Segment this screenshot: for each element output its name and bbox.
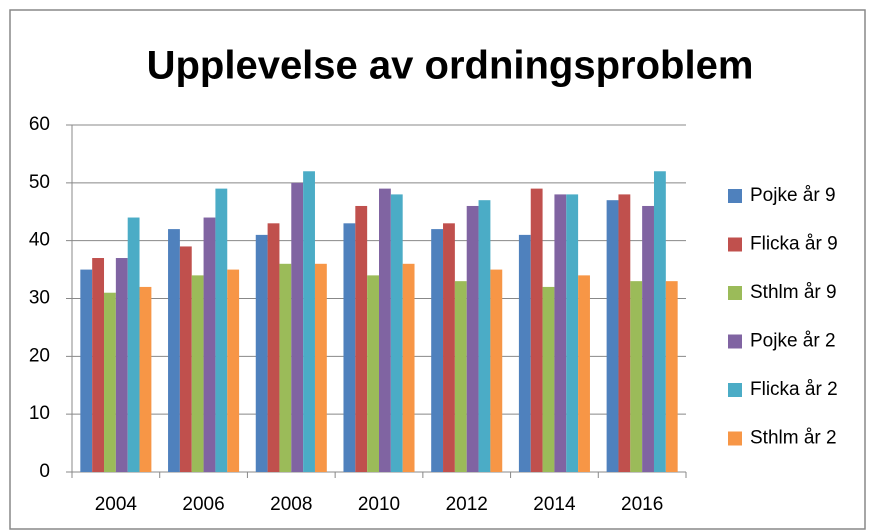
bar <box>466 205 479 472</box>
y-tick-label: 40 <box>29 230 50 251</box>
bar <box>215 188 228 472</box>
legend-label: Sthlm år 2 <box>750 428 837 449</box>
x-tick-label: 2010 <box>358 494 400 515</box>
bar <box>255 234 268 472</box>
bar <box>554 194 567 472</box>
bar <box>267 223 280 472</box>
y-tick-label: 20 <box>29 345 50 366</box>
x-tick-label: 2012 <box>446 494 488 515</box>
bar <box>291 182 304 473</box>
bar <box>518 234 531 472</box>
bar <box>379 188 391 472</box>
bar <box>168 229 180 472</box>
bar <box>355 205 368 472</box>
bar <box>303 171 315 472</box>
bar <box>80 269 93 472</box>
legend-label: Pojke år 2 <box>750 331 836 352</box>
bar <box>542 286 555 472</box>
x-tick-label: 2014 <box>533 494 576 515</box>
bar <box>367 275 379 472</box>
legend-label: Flicka år 9 <box>750 234 838 255</box>
y-tick-label: 50 <box>29 172 50 193</box>
y-tick-label: 30 <box>29 288 50 309</box>
bar <box>139 286 152 472</box>
legend-label: Flicka år 2 <box>750 379 838 400</box>
bar <box>227 269 240 472</box>
bar <box>630 281 643 472</box>
bar <box>454 281 467 472</box>
legend-swatch <box>728 431 742 446</box>
bar <box>191 275 204 472</box>
legend-swatch <box>728 383 742 397</box>
x-tick-label: 2004 <box>95 494 138 515</box>
legend-swatch <box>728 237 742 252</box>
bar <box>402 263 415 472</box>
x-tick-label: 2008 <box>270 494 312 515</box>
bar <box>279 263 292 472</box>
bar <box>443 223 455 472</box>
x-tick-label: 2006 <box>182 494 224 515</box>
bar <box>642 205 654 472</box>
bar <box>314 263 327 472</box>
bar <box>665 281 678 472</box>
bar <box>566 194 579 472</box>
bar <box>179 246 192 472</box>
bar <box>530 188 543 472</box>
bar <box>343 223 356 472</box>
bar <box>104 292 116 472</box>
bar <box>478 200 491 472</box>
bar <box>390 194 403 472</box>
y-tick-label: 0 <box>39 461 50 482</box>
legend-swatch <box>728 189 742 203</box>
bar <box>606 200 619 472</box>
y-tick-label: 60 <box>29 114 50 135</box>
legend-label: Pojke år 9 <box>750 185 836 206</box>
bar <box>115 258 128 472</box>
legend-label: Sthlm år 9 <box>750 282 837 303</box>
bar <box>127 217 140 472</box>
x-tick-label: 2016 <box>621 494 663 515</box>
bar <box>431 229 444 472</box>
bar <box>618 194 631 472</box>
bar <box>92 258 105 472</box>
bar <box>203 217 216 472</box>
legend-swatch <box>728 334 742 349</box>
bar <box>490 269 503 472</box>
chart-title: Upplevelse av ordningsproblem <box>147 44 754 88</box>
bar <box>653 171 666 472</box>
y-tick-label: 10 <box>29 403 50 424</box>
legend-swatch <box>728 286 742 300</box>
bar <box>578 275 590 472</box>
